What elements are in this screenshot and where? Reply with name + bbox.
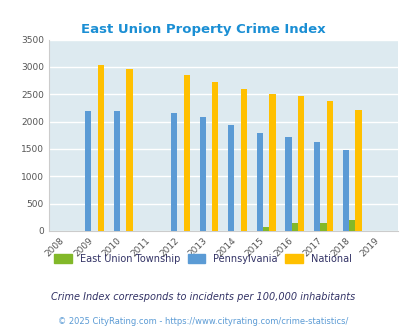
Bar bbox=[285, 137, 291, 231]
Bar bbox=[348, 220, 354, 231]
Bar bbox=[297, 96, 303, 231]
Bar bbox=[326, 101, 332, 231]
Bar bbox=[313, 142, 320, 231]
Bar bbox=[98, 65, 104, 231]
Bar bbox=[342, 149, 348, 231]
Bar bbox=[171, 113, 177, 231]
Text: Crime Index corresponds to incidents per 100,000 inhabitants: Crime Index corresponds to incidents per… bbox=[51, 292, 354, 302]
Bar bbox=[240, 89, 247, 231]
Bar bbox=[85, 111, 91, 231]
Bar bbox=[320, 223, 326, 231]
Bar bbox=[228, 125, 234, 231]
Legend: East Union Township, Pennsylvania, National: East Union Township, Pennsylvania, Natio… bbox=[50, 249, 355, 267]
Bar bbox=[126, 69, 132, 231]
Bar bbox=[212, 82, 218, 231]
Bar bbox=[183, 75, 190, 231]
Bar bbox=[269, 94, 275, 231]
Bar bbox=[256, 133, 262, 231]
Bar bbox=[199, 117, 205, 231]
Text: © 2025 CityRating.com - https://www.cityrating.com/crime-statistics/: © 2025 CityRating.com - https://www.city… bbox=[58, 317, 347, 326]
Bar bbox=[291, 223, 297, 231]
Bar bbox=[354, 110, 360, 231]
Text: East Union Property Crime Index: East Union Property Crime Index bbox=[81, 23, 324, 36]
Bar bbox=[262, 227, 269, 231]
Bar bbox=[113, 111, 120, 231]
